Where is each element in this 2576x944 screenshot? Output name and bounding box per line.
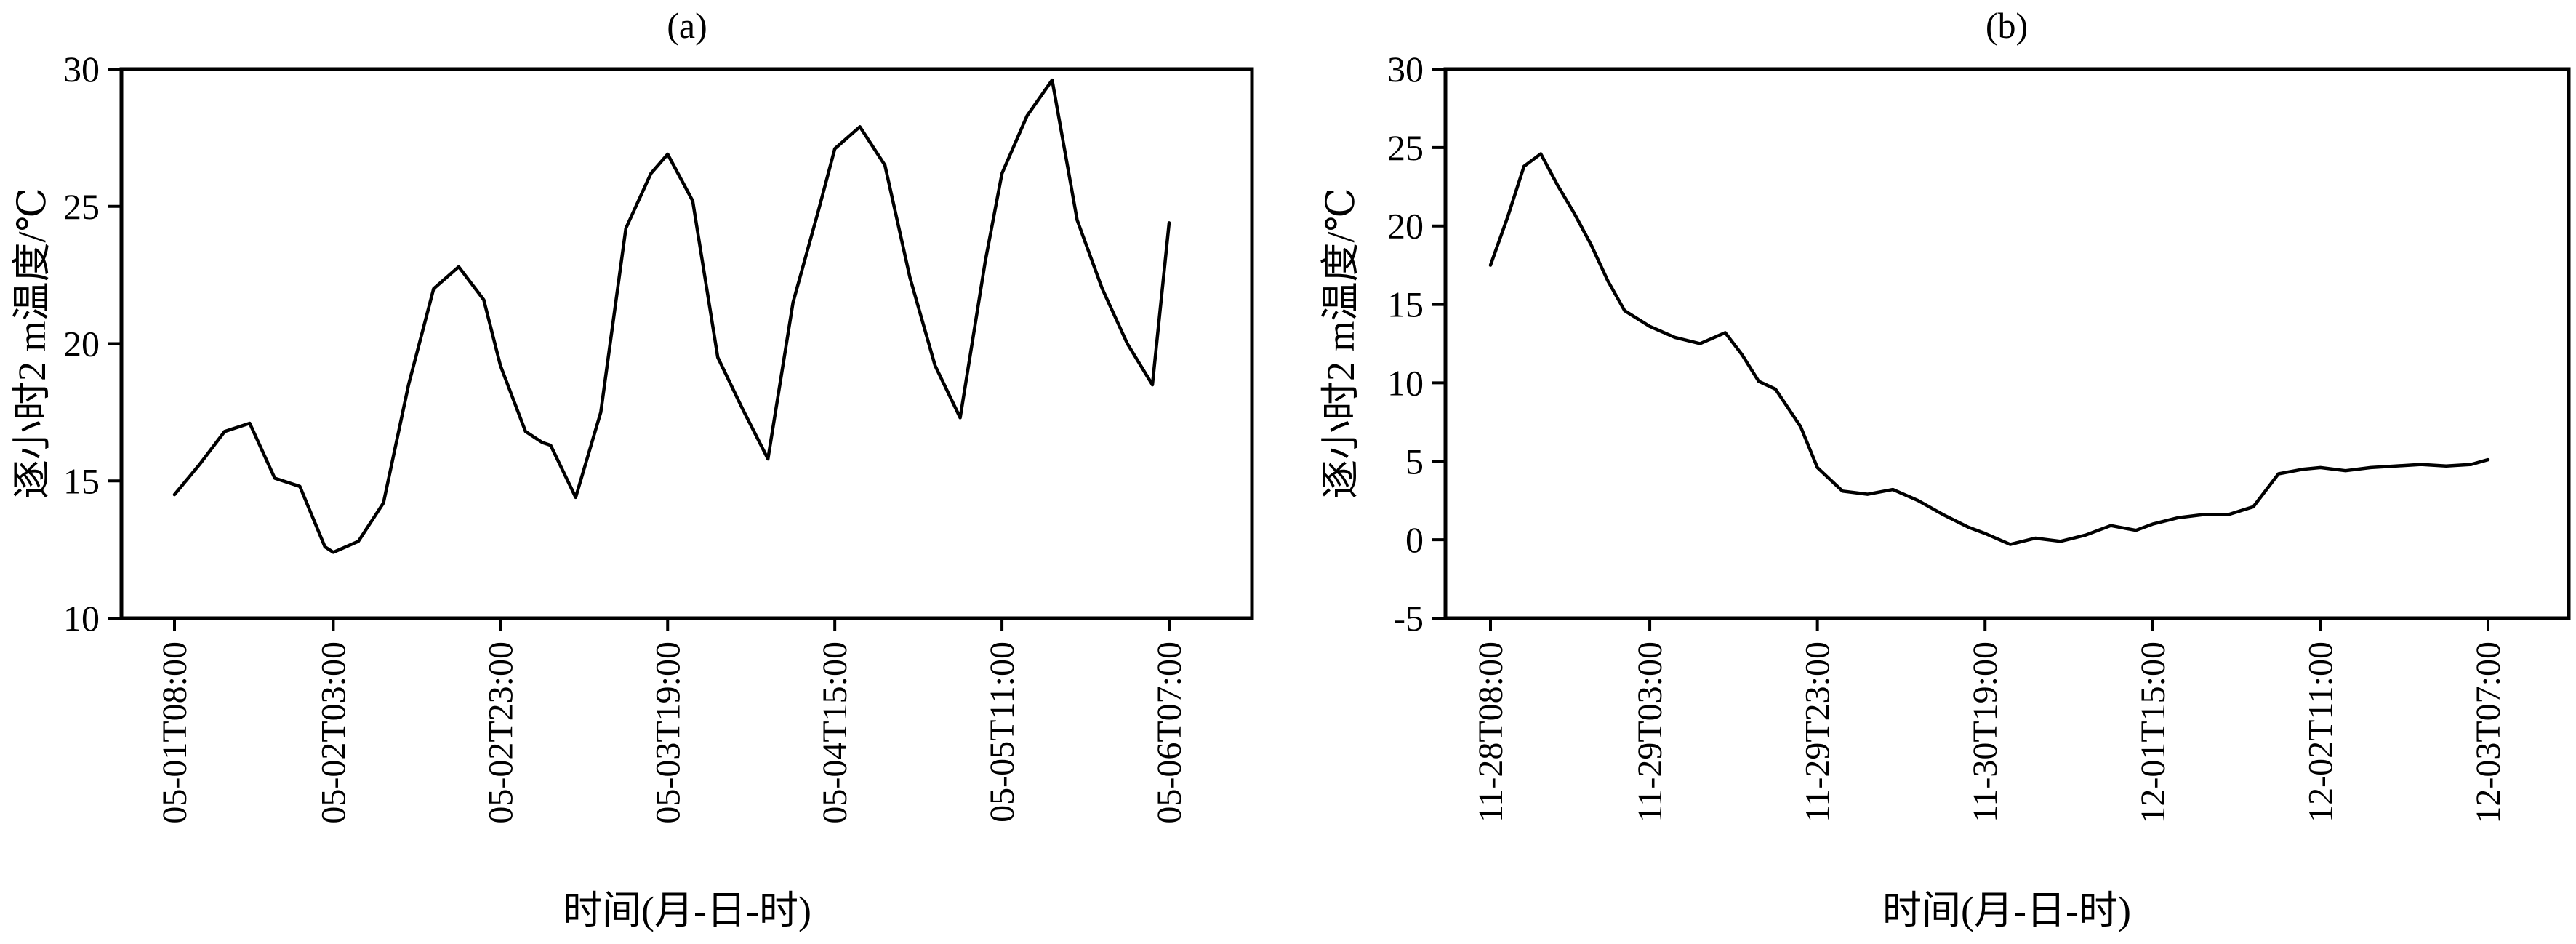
panel-b-x-axis-label: 时间(月-日-时) [1882, 889, 2131, 932]
panel-a-xtick-label-0: 05-01T08:00 [156, 641, 194, 824]
panel-b-temperature-line [1488, 152, 2490, 546]
panel-a-plot-frame [119, 67, 1254, 620]
panel-a-ytick-label-3: 25 [63, 186, 100, 227]
panel-b-ytick-label-4: 15 [1387, 284, 1424, 325]
panel-b-xtick-label-0: 11-28T08:00 [1472, 641, 1510, 823]
panel-a-temperature-line [172, 78, 1171, 554]
panel-b-x-ticks: 11-28T08:00 11-29T03:00 11-29T23:00 11-30T1… [1472, 618, 2508, 824]
panel-b-ytick-label-6: 25 [1387, 127, 1424, 168]
panel-b-y-axis-label: 逐小时2 m温度/℃ [1319, 188, 1363, 499]
panel-a-xtick-label-4: 05-04T15:00 [816, 641, 854, 824]
panel-b-ytick-label-1: 0 [1405, 519, 1424, 560]
panel-a-xtick-label-6: 05-06T07:00 [1150, 641, 1189, 824]
panel-a-xtick-label-2: 05-02T23:00 [481, 641, 520, 824]
panel-b-xtick-label-2: 11-29T23:00 [1799, 641, 1837, 823]
panel-b-y-ticks: -5 0 5 10 15 20 25 30 [1387, 49, 1445, 639]
panel-a-xtick-label-1: 05-02T03:00 [314, 641, 353, 824]
panel-a-xtick-label-5: 05-05T11:00 [983, 641, 1022, 823]
panel-b-plot-frame [1443, 67, 2571, 620]
panel-a-y-ticks: 10 15 20 25 30 [63, 49, 121, 639]
panel-b-title: (b) [1986, 5, 2028, 46]
panel-b-ytick-label-0: -5 [1393, 598, 1424, 639]
panel-a-ytick-label-4: 30 [63, 49, 100, 89]
chart-panel-b: (b) 逐小时2 m温度/℃ 时间(月-日-时) -5051015202530 … [1319, 5, 2571, 932]
panel-b-ytick-label-5: 20 [1387, 206, 1424, 247]
panel-a-ytick-label-1: 15 [63, 460, 100, 501]
panel-a-x-axis-label: 时间(月-日-时) [563, 889, 811, 932]
panel-b-xtick-label-5: 12-02T11:00 [2301, 641, 2340, 823]
panel-a-title: (a) [667, 5, 707, 46]
panel-b-xtick-label-3: 11-30T19:00 [1966, 641, 2005, 823]
panel-b-ytick-label-3: 10 [1387, 362, 1424, 403]
panel-a-ytick-label-2: 20 [63, 324, 100, 364]
panel-b-ytick-label-2: 5 [1405, 441, 1424, 481]
panel-b-xtick-label-4: 12-01T15:00 [2134, 641, 2172, 824]
panel-a-xtick-label-3: 05-03T19:00 [649, 641, 687, 824]
panel-a-ytick-label-0: 10 [63, 598, 100, 639]
panel-b-xtick-label-6: 12-03T07:00 [2469, 641, 2508, 824]
panel-b-ytick-label-7: 30 [1387, 49, 1424, 89]
panel-a-y-axis-label: 逐小时2 m温度/℃ [10, 188, 54, 499]
panel-b-xtick-label-1: 11-29T03:00 [1631, 641, 1669, 823]
panel-a-x-ticks: 05-01T08:00 05-02T03:00 05-02T23:00 05-03T1… [156, 618, 1189, 824]
chart-panel-a: (a) 逐小时2 m温度/℃ 时间(月-日-时) 10 15 20 25 30 05-0… [10, 5, 1254, 932]
